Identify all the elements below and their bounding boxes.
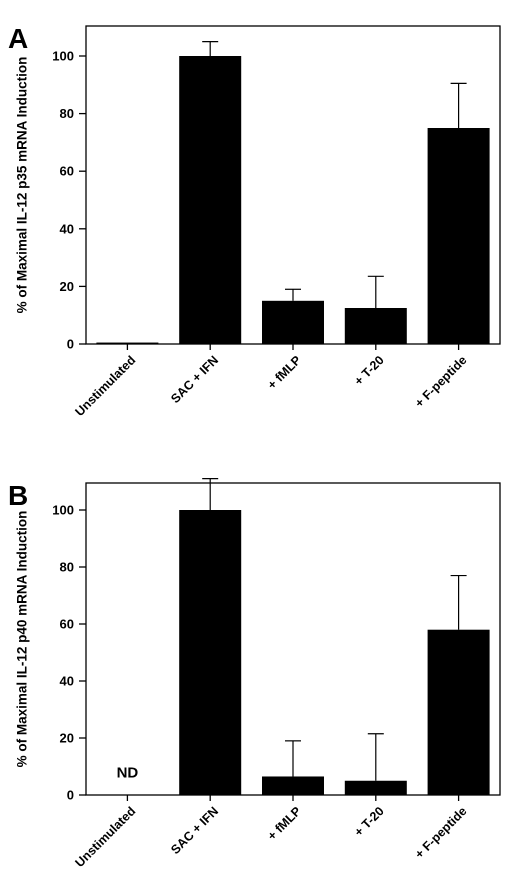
panel-label: A [8, 23, 28, 54]
y-tick-label: 0 [67, 337, 74, 352]
bar-3 [344, 780, 407, 795]
annotation-nd: ND [117, 765, 139, 782]
bar-4 [427, 629, 490, 795]
y-axis-label: % of Maximal IL-12 p35 mRNA Induction [15, 57, 30, 314]
y-axis-label: % of Maximal IL-12 p40 mRNA Induction [15, 511, 30, 768]
x-category-label: SAC + IFN [168, 804, 221, 857]
bar-2 [262, 776, 324, 795]
x-category-label: Unstimulated [72, 804, 138, 870]
y-tick-label: 40 [60, 674, 74, 689]
bar-2 [262, 300, 324, 344]
x-category-label: + fMLP [265, 353, 304, 392]
bar-1 [179, 56, 242, 344]
y-tick-label: 40 [60, 221, 74, 236]
y-tick-label: 20 [60, 279, 74, 294]
chart-panel-a: A 0 20 40 60 80 100 % of Maximal IL-12 p35 mRNA… [8, 23, 501, 419]
x-category-label: Unstimulated [72, 353, 138, 419]
chart-panel-b: B 0 20 40 60 80 100 % of Maximal IL-12 p40 mRNA… [8, 478, 501, 870]
x-category-label: SAC + IFN [168, 353, 221, 406]
bar-0 [96, 342, 159, 344]
bar-3 [344, 308, 407, 344]
y-tick-label: 80 [60, 106, 74, 121]
x-category-label: + F-peptide [412, 804, 469, 861]
y-tick-label: 100 [52, 49, 74, 64]
x-category-label: + fMLP [265, 804, 304, 843]
x-category-label: + F-peptide [412, 353, 469, 410]
y-tick-label: 0 [67, 788, 74, 803]
bar-1 [179, 510, 242, 795]
panel-label: B [8, 480, 28, 511]
y-tick-label: 60 [60, 617, 74, 632]
y-tick-label: 60 [60, 164, 74, 179]
y-tick-label: 80 [60, 560, 74, 575]
bar-4 [427, 128, 490, 344]
x-category-label: + T-20 [352, 804, 387, 839]
y-tick-label: 20 [60, 731, 74, 746]
x-category-label: + T-20 [352, 353, 387, 388]
y-tick-label: 100 [52, 503, 74, 518]
